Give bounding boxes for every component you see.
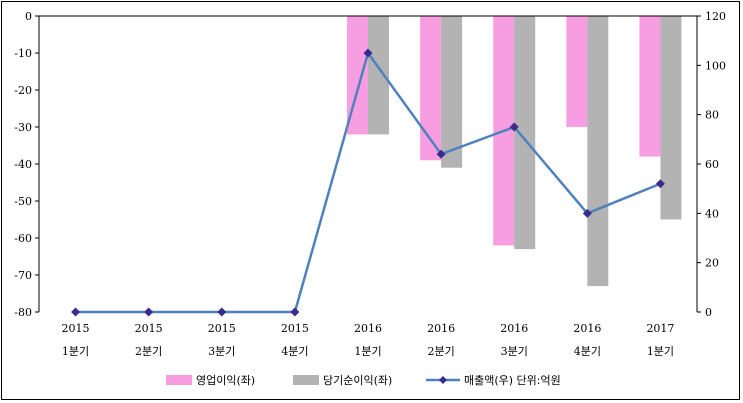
category-quarter-label: 3분기 — [501, 345, 528, 358]
right-tick-label: 40 — [705, 207, 719, 220]
left-tick-label: -60 — [14, 232, 32, 245]
revenue-point-8 — [655, 179, 665, 189]
category-quarter-label: 1분기 — [62, 345, 89, 358]
category-year-label: 2015 — [62, 322, 90, 335]
bar-0-5 — [420, 16, 442, 161]
left-tick-label: -20 — [14, 84, 32, 97]
left-tick-label: -40 — [14, 158, 32, 171]
left-tick-label: -70 — [14, 269, 32, 282]
category-quarter-label: 1분기 — [354, 345, 381, 358]
category-quarter-label: 2분기 — [427, 345, 454, 358]
category-year-label: 2016 — [354, 322, 382, 335]
bar-0-8 — [639, 16, 661, 157]
legend-line-marker — [439, 376, 447, 384]
line-layer — [71, 48, 665, 317]
right-tick-label: 60 — [705, 158, 719, 171]
bar-1-4 — [368, 16, 389, 135]
category-labels: 2015 1분기 2015 2분기 2015 3분기 2015 4분기 2016 1분기 2016 2… — [62, 322, 675, 358]
right-tick-label: 0 — [705, 306, 712, 319]
revenue-point-6 — [509, 122, 519, 132]
left-tick-label: -50 — [14, 195, 32, 208]
bar-1-5 — [441, 16, 463, 168]
right-tick-label: 20 — [705, 257, 719, 270]
category-quarter-label: 3분기 — [208, 345, 235, 358]
category-quarter-label: 4분기 — [574, 345, 601, 358]
revenue-point-5 — [436, 149, 446, 159]
legend-swatch-1 — [293, 375, 319, 385]
category-quarter-label: 2분기 — [135, 345, 162, 358]
legend-label-0: 영업이익(좌) — [196, 374, 255, 387]
category-quarter-label: 1분기 — [647, 345, 674, 358]
category-year-label: 2016 — [427, 322, 455, 335]
legend-label-line: 매출액(우) 단위:억원 — [464, 374, 561, 387]
legend-swatch-0 — [166, 375, 192, 385]
category-quarter-label: 4분기 — [281, 345, 308, 358]
revenue-point-1 — [144, 307, 154, 317]
category-year-label: 2015 — [281, 322, 309, 335]
left-tick-label: 0 — [25, 10, 32, 23]
category-year-label: 2016 — [573, 322, 601, 335]
category-year-label: 2017 — [646, 322, 674, 335]
bar-1-6 — [514, 16, 536, 250]
right-tick-label: 80 — [705, 109, 719, 122]
category-year-label: 2015 — [135, 322, 163, 335]
axes-layer: 0 -10 -20 -30 -40 -50 -60 -70 -80 0 20 40 60 80 100 120 — [14, 10, 726, 319]
revenue-point-7 — [582, 208, 592, 218]
right-tick-label: 120 — [705, 10, 726, 23]
revenue-point-2 — [217, 307, 227, 317]
legend-label-1: 당기순이익(좌) — [323, 374, 392, 387]
bar-1-8 — [660, 16, 682, 220]
legend: 영업이익(좌) 당기순이익(좌) 매출액(우) 단위:억원 — [166, 374, 561, 387]
revenue-point-0 — [71, 307, 81, 317]
category-year-label: 2015 — [208, 322, 236, 335]
left-tick-label: -10 — [14, 47, 32, 60]
bar-0-7 — [566, 16, 588, 127]
revenue-point-3 — [290, 307, 300, 317]
category-year-label: 2016 — [500, 322, 528, 335]
left-tick-label: -30 — [14, 121, 32, 134]
bar-1-7 — [587, 16, 609, 287]
left-tick-label: -80 — [14, 306, 32, 319]
revenue-point-4 — [363, 48, 373, 58]
bars-layer — [347, 16, 682, 287]
right-tick-label: 100 — [705, 59, 726, 72]
